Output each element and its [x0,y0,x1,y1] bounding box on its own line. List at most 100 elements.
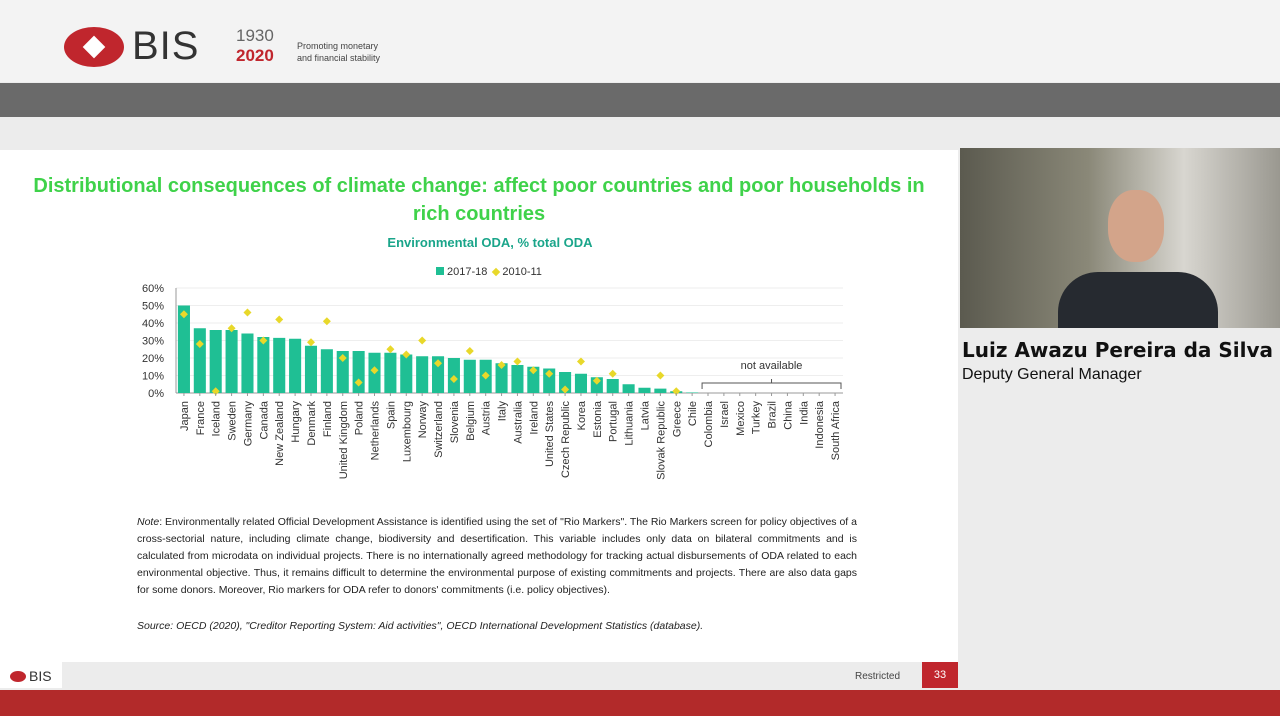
x-tick-label: Luxembourg [401,401,413,462]
speaker-name: Luiz Awazu Pereira da Silva [962,338,1273,362]
x-tick-label: Germany [242,401,254,447]
logo-text: BIS [132,24,200,68]
x-tick-label: Mexico [735,401,747,436]
marker-2010-11 [322,317,331,326]
bar-2017-18 [225,330,238,393]
chart-title: Environmental ODA, % total ODA [387,235,593,250]
legend-label: 2010-11 [502,266,542,278]
anniversary-years: 1930 2020 [236,26,274,66]
x-tick-label: Hungary [290,401,302,443]
marker-2010-11 [195,340,204,348]
x-tick-label: United States [544,401,556,468]
bottom-bar [0,690,1280,716]
bis-logo-icon [10,670,26,682]
x-tick-label: Austria [481,400,493,435]
marker-2010-11 [370,366,379,375]
bar-2017-18 [193,328,206,393]
chart-legend: 2017-18 2010-11 [436,266,542,278]
y-tick-label: 20% [142,353,164,365]
x-tick-label: Canada [258,400,270,439]
marker-2010-11 [576,357,585,366]
x-tick-label: France [195,401,207,435]
marker-2010-11 [449,375,458,383]
marker-2010-11 [259,336,268,345]
y-tick-label: 30% [142,336,164,348]
x-tick-label: Poland [354,401,366,435]
x-tick-label: Slovak Republic [655,401,667,480]
bis-logo-icon [64,26,124,67]
not-available-bracket [701,379,842,389]
bar-2017-18 [320,349,333,393]
x-tick-label: Portugal [608,401,620,442]
marker-2010-11 [227,324,236,333]
marker-2010-11 [243,308,252,317]
banner-bar [0,83,1280,117]
x-tick-label: Australia [512,400,524,444]
speaker-suit [1058,272,1218,328]
bar-2017-18 [241,333,254,393]
marker-2010-11 [275,315,284,324]
marker-2010-11 [545,369,554,378]
marker-2010-11 [418,336,427,345]
header-band: BIS 1930 2020 Promoting monetary and finan… [0,0,1280,82]
slide: Distributional consequences of climate c… [0,150,958,688]
bar-2017-18 [686,392,699,393]
speaker-head [1108,190,1164,262]
speaker-figure [1058,190,1218,328]
marker-2010-11 [497,361,506,369]
footer-logo-text: BIS [29,668,52,684]
x-tick-label: New Zealand [274,401,286,466]
note-label: Note [137,516,160,528]
bar-2017-18 [289,338,302,393]
bar-2017-18 [273,337,286,393]
y-tick-label: 40% [142,318,164,330]
x-tick-label: Slovenia [449,400,461,443]
x-tick-label: Japan [179,401,191,431]
bar-2017-18 [416,356,429,393]
year-start: 1930 [236,26,274,45]
bar-2017-18 [209,330,222,393]
marker-2010-11 [513,357,522,366]
bar-2017-18 [432,356,445,393]
marker-2010-11 [434,359,443,368]
bar-2017-18 [336,351,349,393]
bar-2017-18 [574,373,587,393]
x-tick-label: Netherlands [370,401,382,461]
y-tick-label: 10% [142,371,164,383]
x-tick-label: Turkey [751,401,763,435]
bar-2017-18 [400,354,413,393]
marker-2010-11 [656,371,665,380]
bar-2017-18 [654,388,667,393]
legend-bar-swatch [436,267,444,275]
legend-item-2017-18: 2017-18 [436,266,487,278]
x-tick-label: Italy [497,401,509,422]
x-tick-label: Belgium [465,401,477,441]
bar-2017-18 [257,337,270,393]
x-tick-label: China [782,400,794,430]
x-tick-label: United Kingdom [338,401,350,479]
x-tick-label: South Africa [830,400,842,460]
bar-2017-18 [463,359,476,393]
marker-2010-11 [306,338,315,347]
footer-logo: BIS [10,668,52,684]
chart-plot: 0% 10% 20% 30% 40% 50% 60% Japan France Iceland Sw… [142,283,843,480]
bis-logo: BIS [64,24,199,69]
x-tick-label: Latvia [639,400,651,430]
bar-2017-18 [384,352,397,393]
marker-2010-11 [481,371,490,380]
x-tick-label: Brazil [767,401,779,429]
x-tick-label: Korea [576,400,588,430]
bar-2017-18 [495,363,508,393]
x-tick-label: Colombia [703,400,715,447]
tagline-2: and financial stability [297,53,381,63]
chart-source: Source: OECD (2020), "Creditor Reporting… [137,620,704,632]
slide-title: Distributional consequences of climate c… [33,175,925,225]
year-end: 2020 [236,46,274,65]
bar-2017-18 [352,351,365,393]
x-tick-label: Ireland [528,401,540,435]
note-text: : Environmentally related Official Devel… [137,516,857,596]
not-available-label: not available [741,360,803,372]
x-tick-label: Norway [417,401,429,439]
marker-2010-11 [386,345,395,354]
bar-2017-18 [622,384,635,393]
